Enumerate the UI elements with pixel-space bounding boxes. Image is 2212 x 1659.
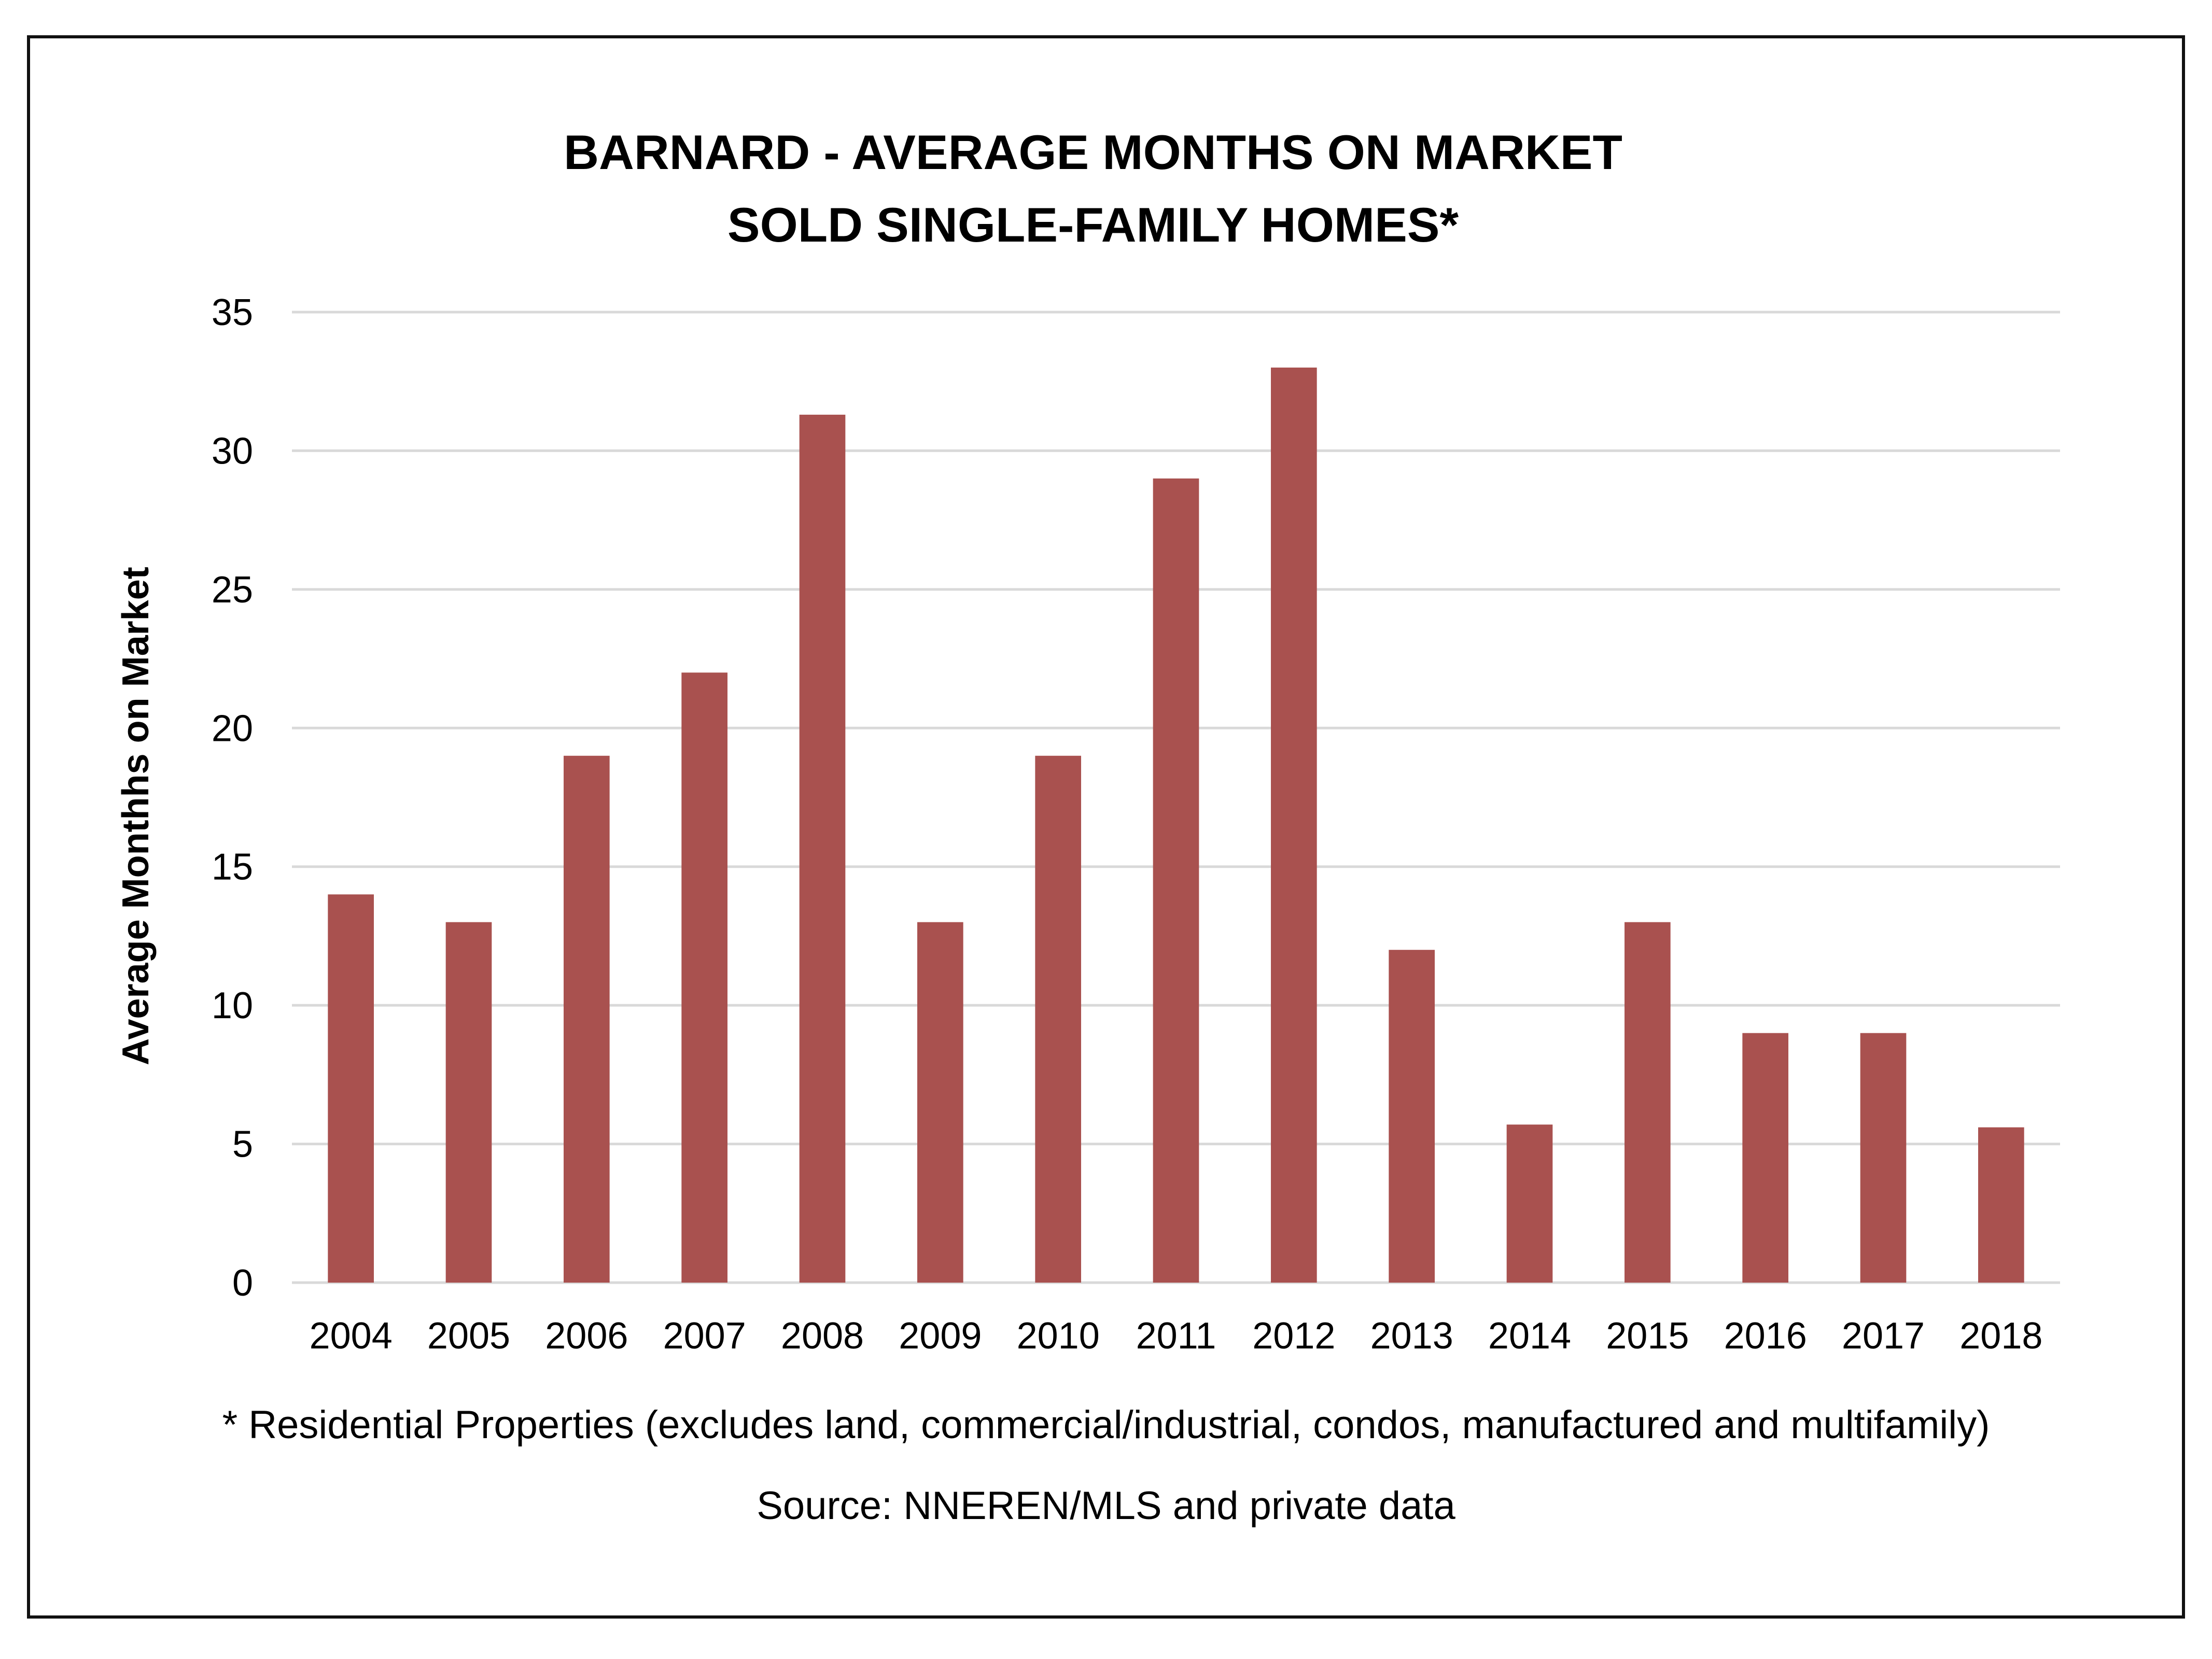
chart: BARNARD - AVERAGE MONTHS ON MARKET SOLD … xyxy=(115,125,2060,1528)
bar-2009 xyxy=(917,922,963,1283)
y-tick-labels: 0 5 10 15 20 25 30 35 xyxy=(212,292,253,1304)
bar-2006 xyxy=(564,755,610,1283)
x-tick-label: 2010 xyxy=(1017,1315,1100,1357)
x-tick-label: 2004 xyxy=(310,1315,393,1357)
x-tick-label: 2015 xyxy=(1606,1315,1689,1357)
y-tick-label: 10 xyxy=(212,985,253,1027)
y-tick-label: 15 xyxy=(212,847,253,888)
bar-2004 xyxy=(328,894,374,1283)
bar-2016 xyxy=(1742,1033,1788,1283)
x-tick-label: 2009 xyxy=(899,1315,982,1357)
bar-2013 xyxy=(1389,950,1435,1283)
bar-2010 xyxy=(1035,755,1081,1283)
bar-2011 xyxy=(1153,478,1199,1283)
y-tick-label: 0 xyxy=(232,1262,253,1304)
x-tick-label: 2017 xyxy=(1842,1315,1925,1357)
bar-2005 xyxy=(445,922,492,1283)
chart-subtitle: SOLD SINGLE-FAMILY HOMES* xyxy=(727,198,1459,252)
x-tick-label: 2005 xyxy=(427,1315,510,1357)
x-tick-label: 2012 xyxy=(1252,1315,1335,1357)
x-tick-label: 2013 xyxy=(1370,1315,1453,1357)
chart-frame: BARNARD - AVERAGE MONTHS ON MARKET SOLD … xyxy=(27,35,2185,1619)
bar-2008 xyxy=(799,414,846,1283)
bar-2017 xyxy=(1860,1033,1907,1283)
y-tick-label: 30 xyxy=(212,430,253,472)
y-axis-label: Average Monthhs on Market xyxy=(115,567,157,1065)
bar-2018 xyxy=(1978,1127,2024,1283)
x-tick-label: 2018 xyxy=(1959,1315,2042,1357)
y-tick-label: 25 xyxy=(212,569,253,611)
bar-2015 xyxy=(1625,922,1671,1283)
bar-2012 xyxy=(1271,367,1317,1283)
x-tick-labels: 2004 2005 2006 2007 2008 2009 2010 2011 2012 2013… xyxy=(310,1315,2043,1357)
y-tick-label: 35 xyxy=(212,292,253,333)
chart-title: BARNARD - AVERAGE MONTHS ON MARKET xyxy=(564,125,1622,179)
x-tick-label: 2014 xyxy=(1488,1315,1571,1357)
bar-2007 xyxy=(681,672,727,1283)
x-tick-label: 2008 xyxy=(781,1315,864,1357)
x-tick-label: 2016 xyxy=(1724,1315,1807,1357)
bar-2014 xyxy=(1506,1124,1553,1283)
x-tick-label: 2007 xyxy=(663,1315,746,1357)
source-note: Source: NNEREN/MLS and private data xyxy=(757,1484,1455,1528)
y-tick-label: 5 xyxy=(232,1124,253,1165)
x-tick-label: 2006 xyxy=(545,1315,628,1357)
x-tick-label: 2011 xyxy=(1136,1315,1216,1357)
bars xyxy=(328,367,2024,1283)
footnote: * Residential Properties (excludes land,… xyxy=(222,1403,1990,1447)
y-tick-label: 20 xyxy=(212,708,253,749)
